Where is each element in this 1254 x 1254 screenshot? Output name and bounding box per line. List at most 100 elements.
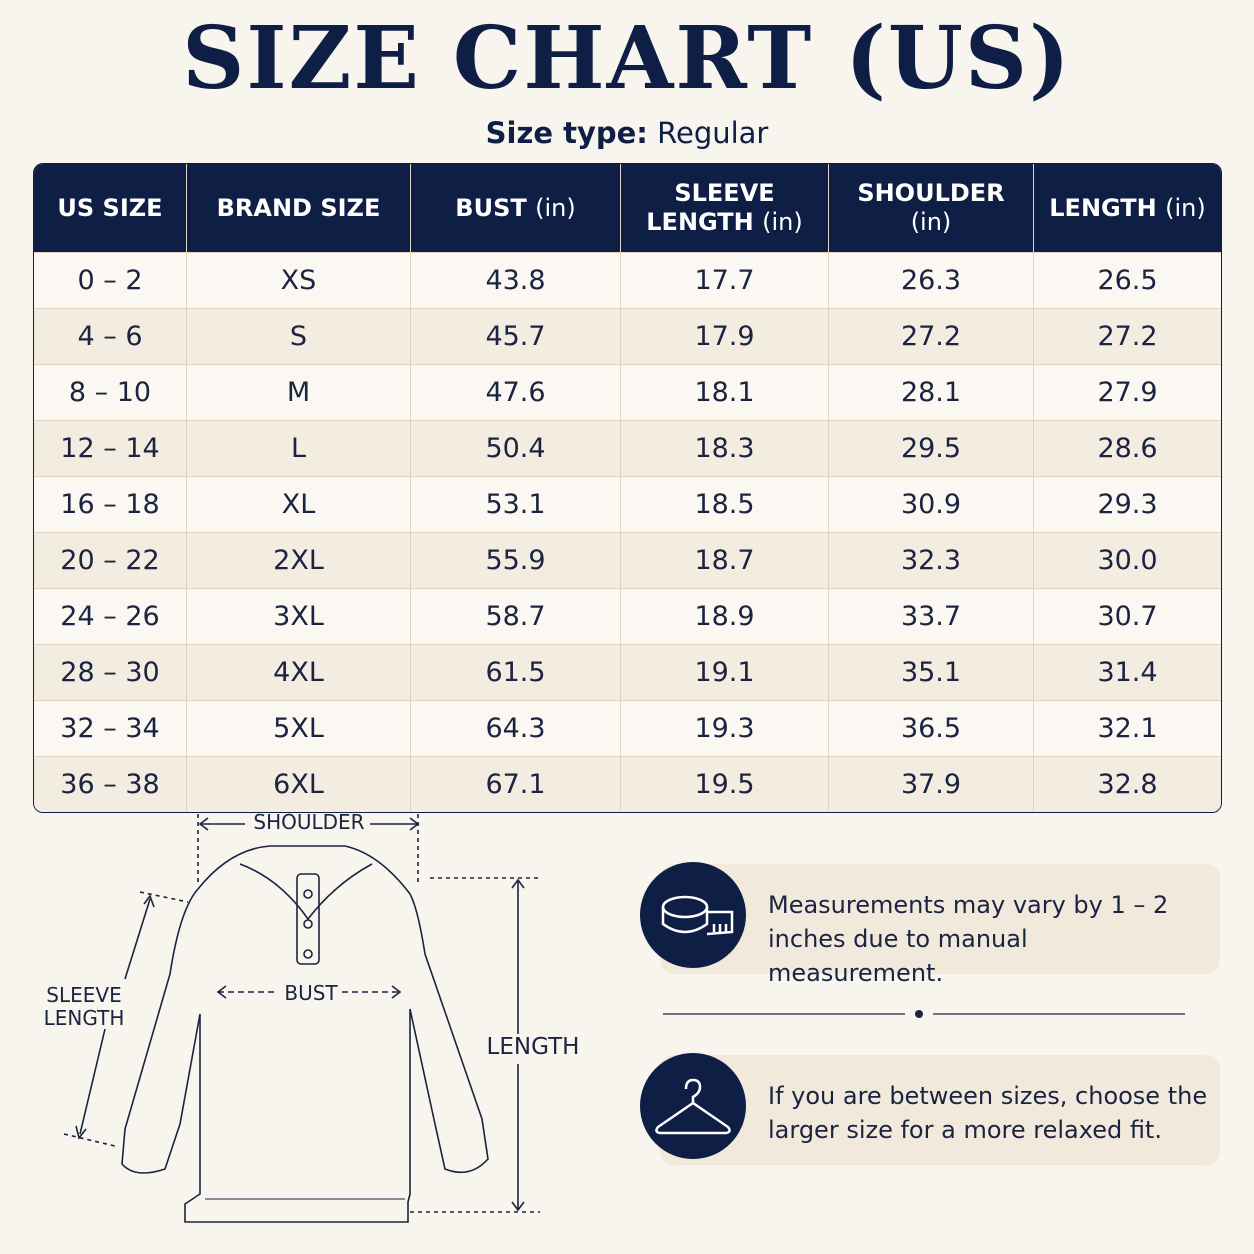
header-unit: (in) <box>535 193 576 222</box>
header-cell: LENGTH (in) <box>1034 164 1221 252</box>
sleeve-label: SLEEVE LENGTH <box>43 983 125 1030</box>
table-cell: 64.3 <box>411 700 621 756</box>
note-card: If you are between sizes, choose the lar… <box>640 1053 1220 1165</box>
header-cell: SLEEVE LENGTH (in) <box>621 164 829 252</box>
table-cell: 20 – 22 <box>34 532 187 588</box>
table-cell: 53.1 <box>411 476 621 532</box>
table-cell: 19.3 <box>621 700 829 756</box>
table-cell: 31.4 <box>1034 644 1221 700</box>
table-cell: 61.5 <box>411 644 621 700</box>
note-text: If you are between sizes, choose the lar… <box>768 1082 1208 1144</box>
table-cell: 17.7 <box>621 252 829 308</box>
table-cell: 32.3 <box>829 532 1034 588</box>
table-cell: 18.1 <box>621 364 829 420</box>
table-cell: 32 – 34 <box>34 700 187 756</box>
arrow-head <box>75 894 155 1140</box>
table-cell: 29.5 <box>829 420 1034 476</box>
table-cell: 36.5 <box>829 700 1034 756</box>
hoodie-outline <box>121 888 489 1223</box>
table-cell: 6XL <box>187 756 411 812</box>
table-cell: 28.1 <box>829 364 1034 420</box>
size-type-value: Regular <box>657 116 769 150</box>
guide <box>139 891 189 903</box>
table-cell: 50.4 <box>411 420 621 476</box>
hood-inner <box>239 863 373 921</box>
note-card: Measurements may vary by 1 – 2 inches du… <box>640 862 1220 987</box>
table-row: 20 – 22 2XL 55.9 18.7 32.3 30.0 <box>34 532 1221 588</box>
header-unit: (in) <box>762 208 803 236</box>
table-cell: 36 – 38 <box>34 756 187 812</box>
table-row: 0 – 2 XS 43.8 17.7 26.3 26.5 <box>34 252 1221 308</box>
table-body: 0 – 2 XS 43.8 17.7 26.3 26.5 4 – 6 S 45.7 17.9 27.… <box>34 252 1221 812</box>
table-cell: S <box>187 308 411 364</box>
header-label: BRAND SIZE <box>216 193 381 222</box>
table-cell: 18.7 <box>621 532 829 588</box>
table-cell: 26.5 <box>1034 252 1221 308</box>
table-row: 24 – 26 3XL 58.7 18.9 33.7 30.7 <box>34 588 1221 644</box>
title: SIZE CHART (US) <box>182 8 1072 109</box>
note-text: Measurements may vary by 1 – 2 inches du… <box>768 891 1169 987</box>
table-cell: XS <box>187 252 411 308</box>
table-cell: 27.2 <box>829 308 1034 364</box>
icon <box>655 1078 731 1135</box>
header-label: LENGTH <box>1049 193 1157 222</box>
placket <box>296 873 320 965</box>
divider <box>663 1010 1185 1018</box>
table-row: 28 – 30 4XL 61.5 19.1 35.1 31.4 <box>34 644 1221 700</box>
header-cell: BRAND SIZE <box>187 164 411 252</box>
table-cell: 18.3 <box>621 420 829 476</box>
size-type: Size type: Regular <box>0 116 1254 150</box>
table-cell: 27.9 <box>1034 364 1221 420</box>
table-cell: 32.8 <box>1034 756 1221 812</box>
table-cell: 35.1 <box>829 644 1034 700</box>
hanger-icon <box>640 1053 746 1159</box>
table-cell: 4XL <box>187 644 411 700</box>
table-cell: 37.9 <box>829 756 1034 812</box>
header-label: BUST <box>455 193 527 222</box>
icon <box>661 895 734 936</box>
button <box>303 949 313 959</box>
table-cell: 17.9 <box>621 308 829 364</box>
table-cell: 28 – 30 <box>34 644 187 700</box>
table-cell: 3XL <box>187 588 411 644</box>
table-cell: M <box>187 364 411 420</box>
table-cell: 58.7 <box>411 588 621 644</box>
table-cell: 18.9 <box>621 588 829 644</box>
table-cell: 32.1 <box>1034 700 1221 756</box>
hood <box>197 845 411 895</box>
table-cell: 28.6 <box>1034 420 1221 476</box>
header-unit: (in) <box>1165 193 1206 222</box>
arrow <box>124 898 151 980</box>
bust-label: BUST <box>284 981 338 1005</box>
header-cell: US SIZE <box>34 164 187 252</box>
table-cell: 19.1 <box>621 644 829 700</box>
arrow-head <box>216 985 402 999</box>
table-cell: 16 – 18 <box>34 476 187 532</box>
table-cell: 18.5 <box>621 476 829 532</box>
table-cell: 30.0 <box>1034 532 1221 588</box>
table-row: 8 – 10 M 47.6 18.1 28.1 27.9 <box>34 364 1221 420</box>
guide <box>63 1133 116 1147</box>
table-cell: 27.2 <box>1034 308 1221 364</box>
button <box>303 889 313 899</box>
table-cell: 33.7 <box>829 588 1034 644</box>
button <box>303 919 313 929</box>
table-cell: 30.7 <box>1034 588 1221 644</box>
table-cell: L <box>187 420 411 476</box>
table-cell: 26.3 <box>829 252 1034 308</box>
table-row: 16 – 18 XL 53.1 18.5 30.9 29.3 <box>34 476 1221 532</box>
table-cell: 12 – 14 <box>34 420 187 476</box>
table-cell: 19.5 <box>621 756 829 812</box>
header-label: SHOULDER <box>857 179 1005 207</box>
table-cell: 55.9 <box>411 532 621 588</box>
table-cell: 0 – 2 <box>34 252 187 308</box>
size-table: US SIZE BRAND SIZE BUST (in) SLEEVE LENGTH … <box>33 163 1222 813</box>
tape-icon <box>640 862 746 968</box>
header-cell: SHOULDER (in) <box>829 164 1034 252</box>
table-cell: 29.3 <box>1034 476 1221 532</box>
shoulder-label: SHOULDER <box>253 810 365 834</box>
header-row: US SIZE BRAND SIZE BUST (in) SLEEVE LENGTH … <box>34 164 1221 252</box>
header-unit: (in) <box>910 208 952 236</box>
table-cell: 5XL <box>187 700 411 756</box>
